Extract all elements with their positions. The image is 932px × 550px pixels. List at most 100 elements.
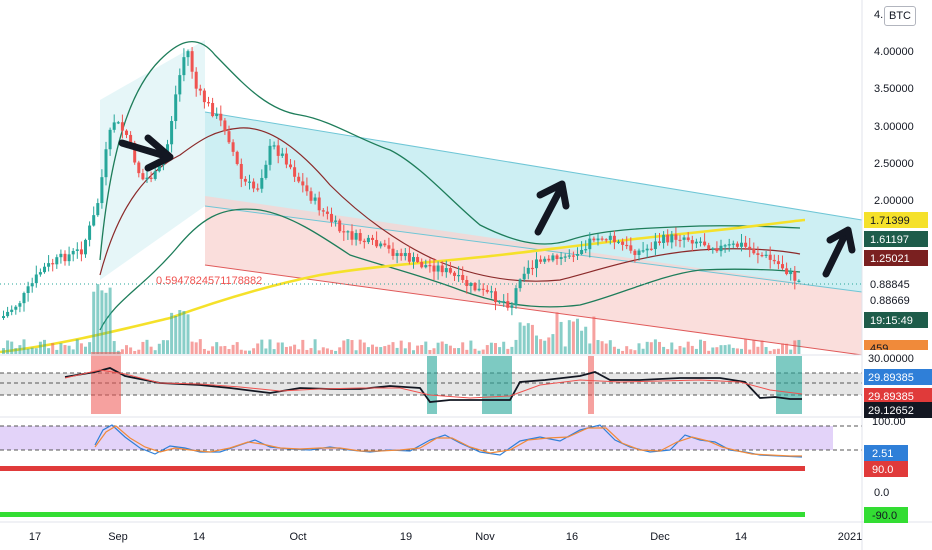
candles-group — [2, 47, 801, 320]
volume-bar — [485, 345, 489, 354]
candle-body — [539, 259, 543, 262]
candle-body — [178, 75, 182, 95]
candle-body — [621, 241, 625, 245]
time-tick-label: 14 — [735, 531, 747, 543]
volume-bar — [71, 349, 75, 354]
indicator-tag — [864, 369, 932, 385]
volume-bar — [469, 340, 473, 354]
volume-bar — [30, 347, 34, 354]
volume-bar — [362, 342, 366, 354]
fib-level-label: 0.5947824571178882 — [156, 275, 262, 287]
candle-body — [559, 257, 563, 260]
candle-body — [473, 283, 477, 291]
indicator-tag-text: 29.89385 — [868, 372, 914, 384]
candle-body — [785, 268, 789, 275]
volume-bar — [129, 347, 133, 354]
volume-bar — [514, 339, 518, 354]
candle-body — [96, 203, 100, 216]
rsi-tag — [864, 461, 908, 477]
volume-bar — [26, 348, 30, 354]
candle-body — [772, 259, 776, 262]
bb-upper — [99, 41, 801, 261]
volume-bar — [506, 348, 510, 354]
candle-body — [202, 90, 206, 103]
candle-body — [116, 122, 120, 124]
candle-body — [526, 267, 530, 274]
signal-bar-green-3 — [776, 356, 802, 414]
candle-body — [268, 145, 272, 165]
volume-bar — [711, 347, 715, 354]
candle-body — [149, 177, 153, 179]
volume-bar — [571, 321, 575, 354]
candle-body — [715, 248, 719, 252]
price-tag — [864, 231, 928, 247]
candle-body — [617, 241, 620, 243]
volume-bar — [768, 350, 772, 354]
rsi-tag-text: 90.0 — [872, 464, 893, 476]
candle-body — [371, 237, 374, 240]
time-axis[interactable]: 17 Sep 14 Oct 19 Nov 16 Dec 14 2021 — [29, 531, 862, 543]
candle-body — [403, 252, 407, 257]
volume-bar — [395, 347, 399, 354]
symbol-badge[interactable]: BTC — [884, 6, 916, 26]
volume-bar — [387, 344, 391, 354]
volume-bar — [6, 340, 10, 354]
volume-bar — [137, 349, 141, 354]
time-tick-label: Sep — [108, 531, 128, 543]
volume-bar — [100, 290, 104, 354]
candle-body — [444, 268, 448, 273]
volume-bar — [547, 337, 551, 354]
candle-body — [686, 237, 690, 241]
volume-bar — [481, 349, 485, 354]
price-tick-label: 4.00000 — [874, 46, 914, 58]
indicator-tag — [864, 350, 932, 366]
candle-body — [690, 240, 694, 244]
volume-bar — [211, 346, 215, 354]
candle-body — [55, 257, 59, 265]
volume-bar — [412, 350, 415, 354]
candle-body — [744, 242, 748, 247]
time-tick-label: 2021 — [838, 531, 862, 543]
volume-bar — [416, 345, 420, 354]
candle-body — [510, 305, 514, 308]
candle-body — [47, 263, 51, 267]
volume-bar — [51, 343, 55, 354]
volume-bar — [477, 350, 481, 354]
candle-body — [239, 163, 243, 179]
volume-bar — [612, 346, 616, 354]
price-tag-text: 1.61197 — [870, 234, 909, 246]
volume-bar — [772, 349, 776, 354]
volume-bar — [190, 341, 194, 354]
rsi-tag-text: 100.00 — [872, 416, 906, 428]
candle-body — [424, 265, 428, 268]
candle-body — [182, 57, 186, 76]
volume-bar — [760, 340, 764, 354]
volume-bar — [178, 310, 182, 354]
candle-body — [252, 181, 256, 189]
candle-body — [571, 255, 575, 257]
volume-bar — [785, 343, 789, 354]
volume-bar — [526, 323, 530, 354]
arrow-annotation-3[interactable] — [822, 226, 856, 278]
candle-body — [756, 253, 760, 255]
candle-body — [108, 129, 112, 150]
candle-body — [18, 303, 22, 307]
volume-bar — [510, 346, 514, 354]
candle-body — [612, 235, 616, 243]
volume-bar — [489, 342, 493, 354]
candle-body — [604, 239, 608, 241]
candle-body — [2, 316, 5, 318]
candle-body — [748, 246, 752, 249]
arrow-annotation-1[interactable] — [118, 134, 174, 172]
candle-body — [227, 131, 231, 143]
volume-bar — [207, 350, 210, 354]
volume-bar — [567, 320, 571, 354]
time-tick-label: 17 — [29, 531, 41, 543]
candle-body — [207, 102, 210, 104]
candle-body — [366, 237, 370, 243]
arrow-annotation-2[interactable] — [534, 180, 570, 236]
candle-body — [498, 301, 502, 303]
time-tick-label: 19 — [400, 531, 412, 543]
volume-bar — [34, 348, 38, 354]
